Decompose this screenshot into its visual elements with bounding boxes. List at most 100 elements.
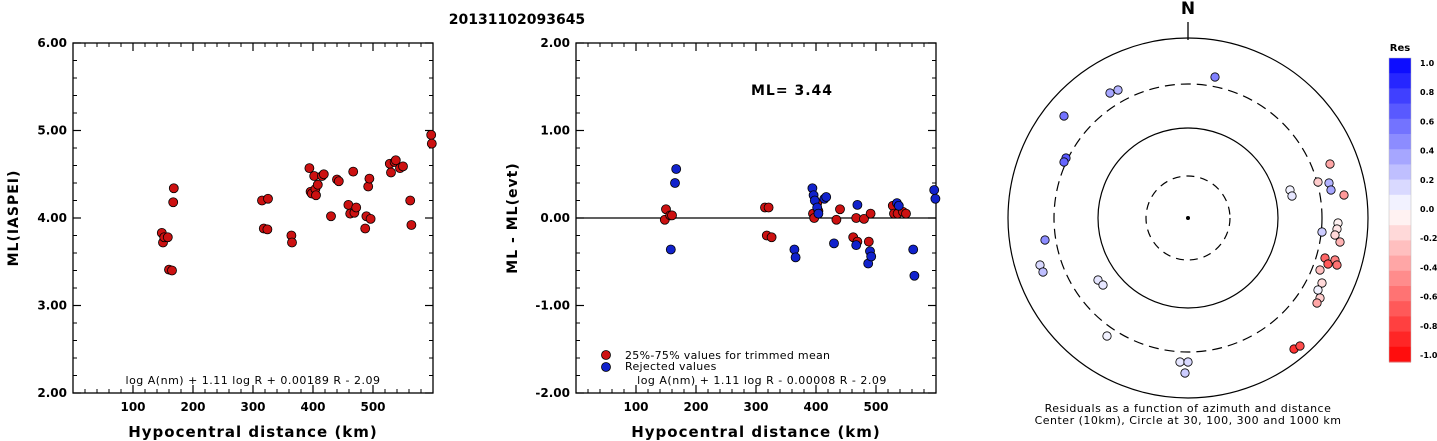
left-data-point: [398, 161, 408, 172]
polar-station-point: [1183, 357, 1193, 367]
polar-station-point: [1059, 111, 1069, 121]
scale-segment: [1389, 118, 1411, 135]
middle-data-point: [670, 178, 680, 188]
middle-data-point: [863, 236, 874, 247]
middle-scatter-points: [659, 164, 941, 281]
polar-station-point: [1312, 298, 1322, 308]
left-data-point: [405, 195, 416, 206]
middle-data-point: [671, 164, 682, 174]
middle-ytick-label: 0.00: [540, 211, 570, 225]
left-data-point: [365, 213, 376, 224]
polar-caption-line2: Center (10km), Circle at 30, 100, 300 an…: [1035, 414, 1342, 427]
polar-station-point: [1330, 230, 1340, 240]
scale-segment: [1389, 225, 1411, 241]
polar-station-point: [1317, 227, 1327, 237]
left-data-point: [351, 202, 362, 213]
polar-station-point: [1180, 368, 1190, 378]
scale-segment: [1389, 194, 1411, 211]
polar-station-point: [1098, 280, 1108, 290]
left-data-point: [262, 224, 273, 235]
polar-station-point: [1339, 190, 1349, 200]
middle-x-axis-label: Hypocentral distance (km): [631, 423, 881, 441]
middle-ytick-label: 2.00: [540, 36, 570, 50]
legend-rejected-marker: [601, 362, 611, 372]
polar-caption-line1: Residuals as a function of azimuth and d…: [1045, 402, 1332, 415]
scale-segment: [1389, 331, 1411, 348]
polar-station-point: [1210, 72, 1220, 82]
left-data-point: [312, 179, 323, 190]
left-data-point: [426, 138, 437, 149]
scale-segment: [1389, 58, 1411, 74]
left-xtick-label: 400: [300, 400, 325, 414]
left-data-point: [318, 169, 329, 180]
scale-tick-label: -1.0: [1420, 351, 1437, 360]
scale-segment: [1389, 210, 1411, 226]
chart-title: 20131102093645: [449, 12, 585, 28]
left-data-point: [426, 129, 437, 140]
left-data-point: [304, 163, 315, 174]
left-data-point: [348, 166, 359, 177]
middle-data-point: [929, 185, 940, 195]
scale-bar: [1388, 57, 1412, 363]
middle-panel: 2.00 1.00 0.00 -1.00 -2.00 100 200 300 400 500 ML…: [505, 36, 941, 441]
polar-station-point: [1325, 159, 1335, 169]
scale-tick-label: 0.2: [1420, 176, 1434, 185]
middle-data-point: [813, 208, 824, 219]
circle-1000km: [1007, 37, 1369, 399]
scale-segment: [1389, 240, 1411, 257]
middle-xtick-label: 100: [623, 400, 648, 414]
scale-tick-label: -0.6: [1420, 293, 1437, 302]
scale-tick-label: -0.4: [1420, 263, 1437, 272]
legend-trimmed-label: 25%-75% values for trimmed mean: [625, 349, 830, 362]
polar-station-point: [1317, 278, 1327, 288]
left-ytick-label: 6.00: [37, 36, 67, 50]
polar-station-point: [1295, 341, 1305, 351]
left-scatter-points: [156, 129, 437, 276]
middle-formula: log A(nm) + 1.11 log R - 0.00008 R - 2.0…: [637, 374, 887, 387]
polar-station-point: [1287, 191, 1297, 201]
scale-tick-label: 0.4: [1420, 147, 1435, 156]
middle-data-point: [908, 244, 919, 255]
scale-segment: [1389, 103, 1411, 120]
left-data-point: [162, 232, 173, 243]
left-data-point: [263, 193, 273, 204]
middle-ytick-label: -2.00: [535, 386, 570, 400]
circle-100km: [1097, 127, 1279, 309]
middle-data-point: [865, 208, 876, 219]
scale-tick-label: 1.0: [1420, 59, 1435, 68]
scale-segment: [1389, 73, 1411, 89]
left-panel: 6.00 5.00 4.00 3.00 2.00 100 200 300 400 500 ML(I…: [6, 36, 437, 441]
left-ytick-label: 4.00: [37, 211, 67, 225]
scale-tick-label: -0.8: [1420, 322, 1437, 331]
middle-data-point: [829, 238, 839, 249]
left-ytick-label: 3.00: [37, 299, 67, 313]
residual-color-scale: Res 1.0 0.8 0.6 0.4 0.2 0.0 -0.2 -0.4 -0.6 -0.8 -1…: [1388, 43, 1437, 363]
legend-trimmed-marker: [601, 350, 611, 360]
left-data-point: [168, 183, 179, 194]
right-panel: N Residuals as a function of azimuth and…: [1007, 0, 1369, 427]
polar-station-point: [1313, 177, 1323, 187]
circle-300km: [1053, 83, 1323, 353]
scale-tick-labels: 1.0 0.8 0.6 0.4 0.2 0.0 -0.2 -0.4 -0.6 -0.8 -1.0: [1420, 59, 1437, 360]
left-ytick-label: 2.00: [37, 386, 67, 400]
middle-data-point: [909, 270, 920, 281]
left-y-axis-label: ML(IASPEI): [6, 170, 22, 267]
left-xtick-label: 200: [180, 400, 205, 414]
polar-station-point: [1040, 235, 1050, 245]
left-xtick-label: 300: [240, 400, 265, 414]
middle-axis-ticks: 2.00 1.00 0.00 -1.00 -2.00 100 200 300 400 500: [535, 36, 936, 414]
middle-xtick-label: 500: [863, 400, 888, 414]
scale-segment: [1389, 346, 1411, 363]
polar-station-point: [1326, 185, 1336, 195]
scale-segment: [1389, 179, 1411, 196]
legend-rejected-label: Rejected values: [625, 360, 717, 373]
scale-tick-label: 0.0: [1420, 205, 1435, 214]
polar-station-point: [1315, 265, 1325, 275]
middle-ytick-label: -1.00: [535, 299, 570, 313]
middle-xtick-label: 200: [683, 400, 708, 414]
middle-xtick-label: 400: [803, 400, 828, 414]
middle-data-point: [763, 202, 774, 213]
polar-station-point: [1038, 267, 1048, 277]
left-ytick-label: 5.00: [37, 124, 67, 138]
middle-ytick-label: 1.00: [540, 124, 570, 138]
